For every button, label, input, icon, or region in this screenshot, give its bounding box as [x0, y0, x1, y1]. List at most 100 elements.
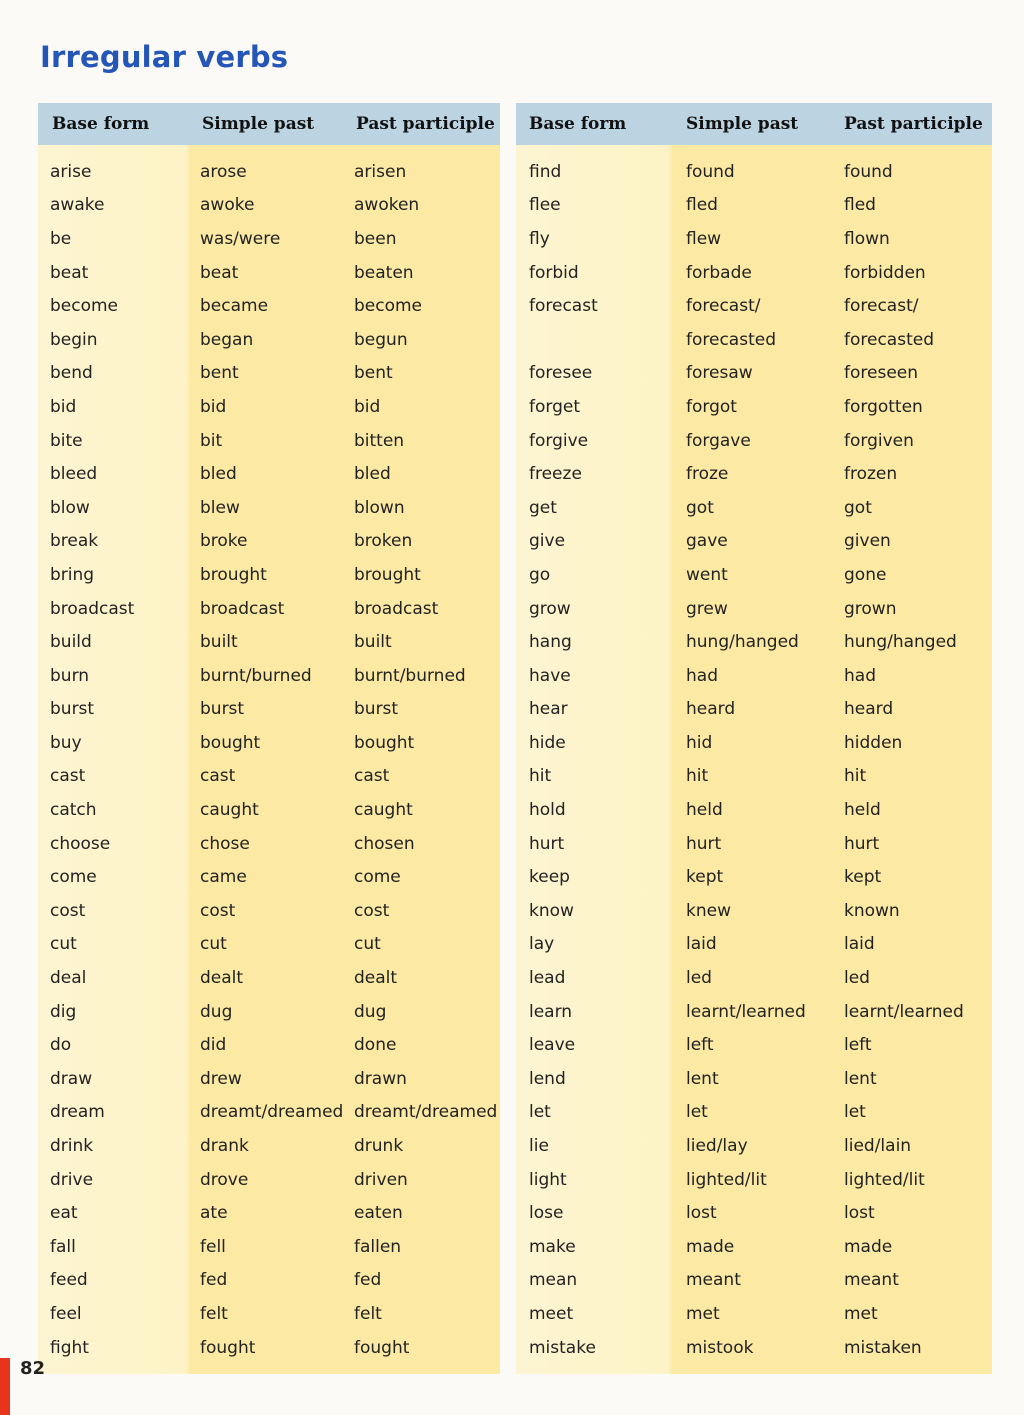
past-participle-cell: become: [354, 296, 423, 317]
base-form-cell: lend: [529, 1068, 566, 1089]
table-row: lose lost lost: [516, 1196, 992, 1230]
past-participle-cell: come: [354, 867, 401, 888]
past-participle-cell: found: [844, 161, 893, 182]
base-form-cell: hide: [529, 732, 566, 753]
past-participle-cell: forgiven: [844, 430, 914, 451]
simple-past-cell: caught: [200, 800, 259, 821]
base-form-cell: eat: [50, 1203, 78, 1224]
simple-past-cell: drew: [200, 1068, 242, 1089]
simple-past-cell: lost: [686, 1203, 717, 1224]
page-title: Irregular verbs: [40, 40, 289, 74]
base-form-cell: hit: [529, 766, 552, 787]
base-form-cell: make: [529, 1236, 576, 1257]
past-participle-cell: hurt: [844, 833, 880, 854]
table-row: forgive forgave forgiven: [516, 424, 992, 458]
simple-past-cell: knew: [686, 900, 731, 921]
past-participle-cell: led: [844, 968, 870, 989]
past-participle-cell: cut: [354, 934, 381, 955]
simple-past-cell: grew: [686, 598, 728, 619]
simple-past-cell: hurt: [686, 833, 722, 854]
past-participle-cell: bitten: [354, 430, 405, 451]
table-row: cut cut cut: [38, 928, 500, 962]
base-form-cell: keep: [529, 867, 570, 888]
past-participle-cell: hit: [844, 766, 867, 787]
simple-past-cell: gave: [686, 531, 728, 552]
table-row: bring brought brought: [38, 558, 500, 592]
table-row: hold held held: [516, 793, 992, 827]
table-row: fall fell fallen: [38, 1230, 500, 1264]
table-row: burst burst burst: [38, 693, 500, 727]
simple-past-cell: arose: [200, 161, 247, 182]
simple-past-cell: broke: [200, 531, 248, 552]
table-row: lie lied/lay lied/lain: [516, 1129, 992, 1163]
base-form-cell: leave: [529, 1035, 576, 1056]
base-form-cell: forecast: [529, 296, 598, 317]
past-participle-cell: meant: [844, 1270, 899, 1291]
past-participle-cell: eaten: [354, 1203, 403, 1224]
table-row: forecasted forecasted: [516, 323, 992, 357]
header-simple-past: Simple past: [686, 114, 799, 134]
table-row: leave left left: [516, 1028, 992, 1062]
page-number: 82: [20, 1358, 46, 1379]
past-participle-cell: drunk: [354, 1136, 404, 1157]
verbs-table-right: Base form Simple past Past participle fi…: [516, 103, 992, 1375]
past-participle-cell: drawn: [354, 1068, 407, 1089]
simple-past-cell: froze: [686, 464, 729, 485]
past-participle-cell: lighted/lit: [844, 1169, 925, 1190]
past-participle-cell: lost: [844, 1203, 875, 1224]
verbs-table-left: Base form Simple past Past participle ar…: [38, 103, 500, 1375]
simple-past-cell: did: [200, 1035, 227, 1056]
simple-past-cell: awoke: [200, 195, 255, 216]
table-row: do did done: [38, 1028, 500, 1062]
past-participle-cell: awoken: [354, 195, 420, 216]
simple-past-cell: forecast/: [686, 296, 761, 317]
past-participle-cell: dreamt/dreamed: [354, 1102, 498, 1123]
base-form-cell: fight: [50, 1337, 89, 1358]
base-form-cell: burst: [50, 699, 95, 720]
table-row: buy bought bought: [38, 726, 500, 760]
base-form-cell: foresee: [529, 363, 593, 384]
table-row: hide hid hidden: [516, 726, 992, 760]
table-row: beat beat beaten: [38, 256, 500, 290]
past-participle-cell: fought: [354, 1337, 410, 1358]
past-participle-cell: begun: [354, 329, 408, 350]
simple-past-cell: laid: [686, 934, 717, 955]
past-participle-cell: beaten: [354, 262, 414, 283]
past-participle-cell: forecast/: [844, 296, 919, 317]
table-row: eat ate eaten: [38, 1196, 500, 1230]
base-form-cell: lead: [529, 968, 566, 989]
base-form-cell: come: [50, 867, 97, 888]
simple-past-cell: forbade: [686, 262, 752, 283]
base-form-cell: do: [50, 1035, 72, 1056]
simple-past-cell: let: [686, 1102, 708, 1123]
table-row: make made made: [516, 1230, 992, 1264]
table-row: awake awoke awoken: [38, 189, 500, 223]
base-form-cell: go: [529, 564, 551, 585]
base-form-cell: drink: [50, 1136, 94, 1157]
base-form-cell: hear: [529, 699, 568, 720]
base-form-cell: deal: [50, 968, 87, 989]
simple-past-cell: forgave: [686, 430, 751, 451]
table-row: choose chose chosen: [38, 827, 500, 861]
table-row: freeze froze frozen: [516, 457, 992, 491]
simple-past-cell: became: [200, 296, 269, 317]
simple-past-cell: cost: [200, 900, 236, 921]
base-form-cell: become: [50, 296, 119, 317]
simple-past-cell: lighted/lit: [686, 1169, 767, 1190]
past-participle-cell: fled: [844, 195, 876, 216]
simple-past-cell: forecasted: [686, 329, 776, 350]
past-participle-cell: caught: [354, 800, 413, 821]
table-row: dig dug dug: [38, 995, 500, 1029]
base-form-cell: build: [50, 632, 92, 653]
table-row: break broke broken: [38, 525, 500, 559]
past-participle-cell: blown: [354, 497, 405, 518]
table-row: have had had: [516, 659, 992, 693]
base-form-cell: buy: [50, 732, 82, 753]
page-marker: [0, 1358, 10, 1415]
simple-past-cell: fed: [200, 1270, 228, 1291]
simple-past-cell: heard: [686, 699, 736, 720]
base-form-cell: find: [529, 161, 562, 182]
table-row: meet met met: [516, 1297, 992, 1331]
past-participle-cell: held: [844, 800, 881, 821]
past-participle-cell: given: [844, 531, 891, 552]
